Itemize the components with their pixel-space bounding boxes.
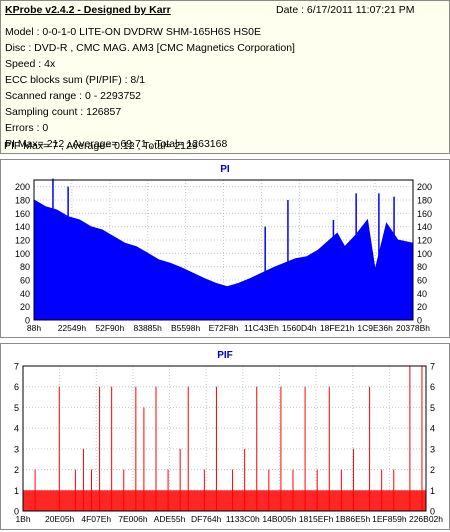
scan-date: Date : 6/17/2011 11:07:21 PM	[276, 4, 415, 16]
pif-xtick: 1815EFh	[299, 514, 334, 524]
pi-ytick-left: 180	[15, 196, 30, 206]
pif-ytick-right: 4	[430, 424, 435, 434]
pi-ytick-left: 160	[15, 209, 30, 219]
pif-ytick-left: 6	[14, 382, 19, 392]
pi-ytick-left: 100	[15, 249, 30, 259]
pi-ytick-left: 120	[15, 236, 30, 246]
pi-ytick-left: 200	[15, 182, 30, 192]
pif-plot-area	[22, 365, 427, 512]
pif-xtick: 1Bh	[15, 514, 30, 524]
info-scanned-range: Scanned range : 0 - 2293752	[5, 90, 142, 102]
info-speed: Speed : 4x	[5, 58, 56, 70]
pi-ytick-right: 0	[417, 316, 422, 326]
pif-ytick-left: 7	[14, 362, 19, 372]
pi-chart-panel: PI 0 0 20 20 40 40 60 60 80 80 100 100 120 120 140 140 1…	[0, 159, 450, 338]
pi-xtick: 20378Bh	[396, 323, 430, 333]
pif-ytick-left: 0	[14, 507, 19, 517]
pif-xtick: 1EF859h	[372, 514, 407, 524]
pif-ytick-left: 5	[14, 403, 19, 413]
pi-xtick: B5598h	[171, 323, 201, 333]
pif-ytick-right: 7	[430, 362, 435, 372]
pi-xtick: 22549h	[58, 323, 87, 333]
pi-ytick-right: 80	[417, 262, 427, 272]
info-sampling-count: Sampling count : 126857	[5, 106, 122, 118]
pif-xtick: 1B86E5h	[335, 514, 370, 524]
pi-chart-title: PI	[220, 164, 230, 175]
pi-xtick: 18FE21h	[320, 323, 355, 333]
pi-ytick-left: 0	[25, 316, 30, 326]
pi-xtick: 52F90h	[95, 323, 124, 333]
pif-xtick: DF764h	[191, 514, 222, 524]
pi-xtick: 11C43Eh	[244, 323, 279, 333]
pi-chart: 0 0 20 20 40 40 60 60 80 80 100 100 120 120 140 140 160 1…	[15, 178, 432, 333]
pif-ytick-right: 6	[430, 382, 435, 392]
pi-ytick-left: 80	[20, 262, 30, 272]
pif-xtick: 7E006h	[118, 514, 148, 524]
pif-xtick: 1133C0h	[226, 514, 260, 524]
pi-ytick-right: 120	[417, 236, 432, 246]
pif-chart-panel: PIF 0 0 1 1 2 2 3 3 4 4 5 5 6 6 7 7 1Bh 20E05h 4F07Eh 7E006…	[0, 343, 450, 530]
pi-ytick-right: 180	[417, 196, 432, 206]
pi-ytick-left: 60	[20, 276, 30, 286]
pi-ytick-right: 40	[417, 289, 427, 299]
pif-chart-title: PIF	[217, 350, 233, 361]
app-title: KProbe v2.4.2 - Designed by Karr	[5, 4, 171, 16]
info-model: Model : 0-0-1-0 LITE-ON DVDRW SHM-165H6S…	[5, 26, 261, 38]
pif-xtick: 20E05h	[45, 514, 75, 524]
pif-ytick-left: 3	[14, 444, 19, 454]
pif-ytick-left: 1	[14, 486, 19, 496]
pi-ytick-left: 40	[20, 289, 30, 299]
pi-series-area	[33, 199, 414, 321]
pi-xtick: 88h	[27, 323, 41, 333]
pif-ytick-right: 3	[430, 444, 435, 454]
pif-chart: 0 0 1 1 2 2 3 3 4 4 5 5 6 6 7 7 1Bh 20E05h 4F07Eh 7E006h ADE…	[14, 362, 443, 525]
pi-ytick-right: 100	[417, 249, 432, 259]
pif-xtick: 226B02h	[409, 514, 443, 524]
info-ecc-sum: ECC blocks sum (PI/PIF) : 8/1	[5, 74, 146, 86]
pi-ytick-left: 20	[20, 302, 30, 312]
pi-ytick-right: 60	[417, 276, 427, 286]
pi-xtick: 1560D4h	[282, 323, 317, 333]
pi-xtick: E72F8h	[209, 323, 239, 333]
info-pif-summary: PIF Max= 7 , Average= 0.12 , Total= 2129	[4, 140, 198, 152]
pi-ytick-right: 140	[417, 222, 432, 232]
pif-plot-frame	[22, 365, 427, 512]
pif-ytick-right: 1	[430, 486, 435, 496]
pif-ytick-left: 2	[14, 465, 19, 475]
pif-ytick-right: 0	[430, 507, 435, 517]
info-disc: Disc : DVD-R , CMC MAG. AM3 [CMC Magneti…	[5, 42, 295, 54]
pif-ytick-right: 5	[430, 403, 435, 413]
info-pi-summary: PI Max= 212 , Average= 69.71 , Total= 12…	[5, 138, 228, 150]
pi-ytick-right: 20	[417, 302, 427, 312]
pif-ytick-left: 4	[14, 424, 19, 434]
pif-ytick-right: 2	[430, 465, 435, 475]
pi-plot-frame	[33, 179, 414, 321]
pi-ytick-right: 200	[417, 182, 432, 192]
info-errors: Errors : 0	[5, 122, 49, 134]
pif-xtick: 14B005h	[262, 514, 296, 524]
pif-xtick: ADE55h	[154, 514, 186, 524]
pi-ytick-right: 160	[417, 209, 432, 219]
pif-xtick: 4F07Eh	[81, 514, 111, 524]
pi-xtick: 1C9E36h	[357, 323, 393, 333]
disc-info-panel: KProbe v2.4.2 - Designed by Karr Date : …	[0, 0, 450, 154]
pi-xtick: 83885h	[134, 323, 163, 333]
pi-ytick-left: 140	[15, 222, 30, 232]
